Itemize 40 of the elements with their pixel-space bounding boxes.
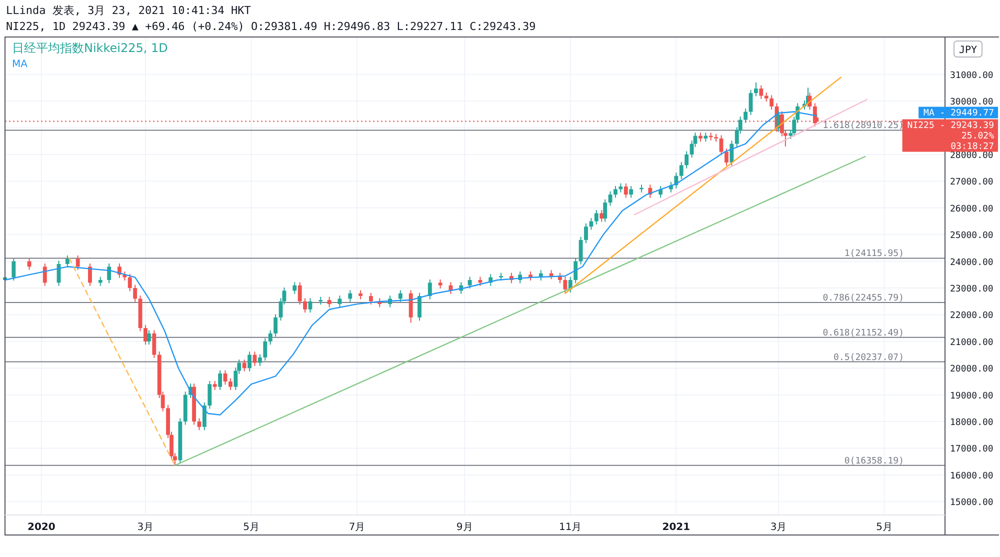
- ref-line-label: 0.5(20237.07): [834, 352, 904, 363]
- x-tick-label: 3月: [137, 522, 154, 533]
- x-tick-label: 2021: [662, 522, 690, 533]
- y-tick-label: 26000.00: [950, 204, 994, 214]
- y-axis-title: JPY: [958, 45, 978, 56]
- y-tick-label: 23000.00: [950, 284, 994, 295]
- y-tick-label: 22000.00: [950, 311, 994, 322]
- y-tick-label: 17000.00: [950, 444, 994, 455]
- y-tick-label: 30000.00: [950, 98, 994, 108]
- y-tick-label: 28000.00: [950, 150, 994, 161]
- x-tick-label: 3月: [770, 522, 787, 533]
- x-tick-label: 5月: [243, 522, 260, 533]
- ref-line-label: NI225 - 29243.39: [907, 120, 994, 131]
- y-tick-label: 18000.00: [950, 418, 994, 428]
- text: 日经平均指数Nikkei225, 1D: [12, 41, 168, 55]
- ref-line-label: 0(16358.19): [844, 456, 904, 466]
- y-tick-label: 31000.00: [950, 70, 994, 81]
- chart-title: LLinda 发表, 3月 23, 2021 10:41:34 HKT: [6, 4, 252, 17]
- y-tick-label: 27000.00: [950, 178, 994, 188]
- y-tick-label: 16000.00: [950, 471, 994, 482]
- ref-line-label: 0.786(22455.79): [822, 294, 904, 304]
- x-tick-label: 2020: [28, 522, 56, 533]
- x-tick-label: 7月: [348, 522, 366, 533]
- x-tick-label: 11月: [559, 522, 582, 533]
- y-tick-label: 15000.00: [950, 498, 994, 508]
- chart-subtitle: NI225, 1D 29243.39 ▲ +69.46 (+0.24%) O:29381.49 H:29496.83 L:29227.11 C:29243.39: [6, 20, 536, 33]
- y-tick-label: 21000.00: [950, 338, 994, 348]
- text: 03:18:27: [950, 142, 994, 152]
- ref-line-label: 0.618(21152.49): [822, 328, 904, 338]
- ref-line-label: 1(24115.95): [844, 249, 904, 260]
- y-tick-label: 20000.00: [950, 364, 994, 375]
- x-tick-label: 9月: [456, 522, 473, 533]
- y-tick-label: 25000.00: [950, 231, 994, 242]
- text: MA: [12, 59, 28, 70]
- y-tick-label: 19000.00: [950, 391, 994, 402]
- ref-line-label: 1.618(28910.25): [822, 121, 904, 132]
- text: 25.02%: [961, 131, 995, 142]
- x-tick-label: 5月: [876, 522, 892, 533]
- y-tick-label: 24000.00: [950, 258, 994, 268]
- annotation: MA - 29449.77: [924, 108, 994, 118]
